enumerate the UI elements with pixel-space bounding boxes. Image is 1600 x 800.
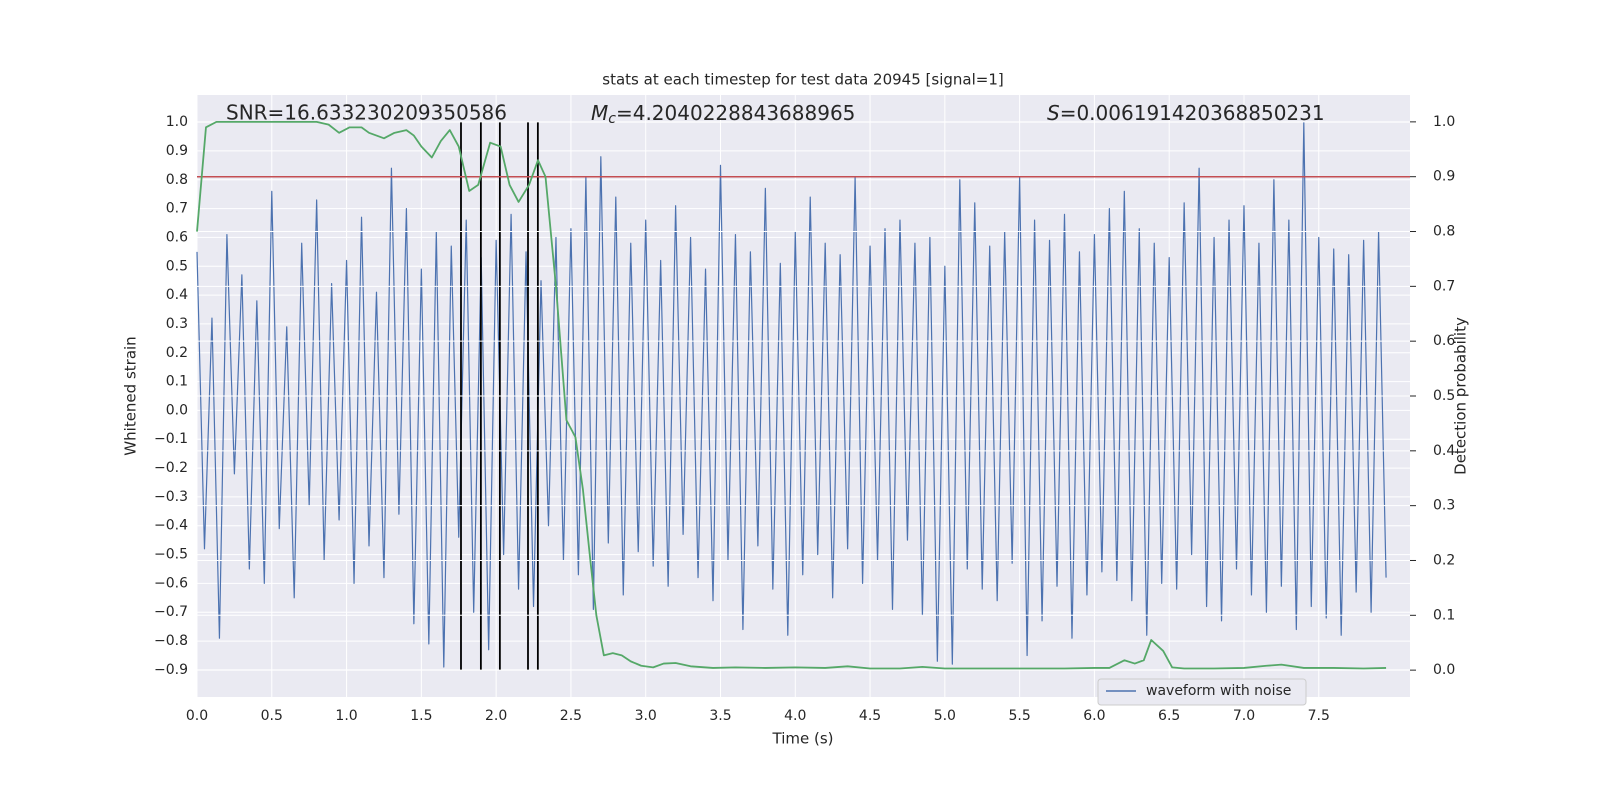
annotation-subscript: c bbox=[608, 111, 616, 127]
front-layer bbox=[196, 120, 1410, 671]
annotation: S=0.006191420368850231 bbox=[1047, 101, 1325, 125]
chart-title: stats at each timestep for test data 209… bbox=[602, 71, 1003, 89]
y-tick-label: 1.0 bbox=[166, 114, 188, 130]
y-tick-label: −0.8 bbox=[154, 633, 188, 649]
y2-tick-label: 1.0 bbox=[1433, 114, 1455, 130]
legend-label: waveform with noise bbox=[1146, 683, 1291, 699]
y-tick-label: 0.3 bbox=[166, 316, 188, 332]
x-tick-label: 1.0 bbox=[335, 708, 357, 724]
x-axis-label: Time (s) bbox=[772, 730, 834, 748]
y-tick-label: 0.1 bbox=[166, 374, 188, 390]
annotation-symbol: M bbox=[591, 101, 608, 125]
x-tick-label: 3.5 bbox=[709, 708, 731, 724]
y2-tick-label: 0.1 bbox=[1433, 607, 1455, 623]
x-tick-label: 2.5 bbox=[560, 708, 582, 724]
y-tick-label: −0.5 bbox=[154, 547, 188, 563]
y-tick-label: 0.9 bbox=[166, 143, 188, 159]
x-tick-label: 5.5 bbox=[1008, 708, 1030, 724]
y2-tick-label: 0.5 bbox=[1433, 388, 1455, 404]
y2-tick-label: 0.6 bbox=[1433, 333, 1455, 349]
y2-tick-label: 0.3 bbox=[1433, 498, 1455, 514]
y-axis-label: Whitened strain bbox=[122, 336, 140, 455]
y-tick-label: −0.3 bbox=[154, 489, 188, 505]
x-tick-label: 6.5 bbox=[1158, 708, 1180, 724]
y-tick-label: 0.6 bbox=[166, 229, 188, 245]
annotation: Mc=4.2040228843688965 bbox=[591, 101, 855, 128]
x-tick-label: 0.0 bbox=[186, 708, 208, 724]
x-tick-label: 7.0 bbox=[1233, 708, 1255, 724]
y-tick-label: −0.1 bbox=[154, 431, 188, 447]
y2-tick-label: 0.7 bbox=[1433, 278, 1455, 294]
x-tick-label: 4.0 bbox=[784, 708, 806, 724]
y-tick-label: −0.9 bbox=[154, 662, 188, 678]
x-tick-label: 6.0 bbox=[1083, 708, 1105, 724]
y-tick-label: 0.5 bbox=[166, 258, 188, 274]
x-tick-label: 4.5 bbox=[859, 708, 881, 724]
annotation: SNR=16.633230209350586 bbox=[226, 101, 507, 125]
annotation-text: =0.006191420368850231 bbox=[1060, 101, 1325, 125]
y-tick-label: 0.0 bbox=[166, 402, 188, 418]
x-tick-label: 7.5 bbox=[1308, 708, 1330, 724]
legend-box bbox=[1097, 678, 1307, 706]
y-tick-label: −0.2 bbox=[154, 460, 188, 476]
y2-tick-label: 0.4 bbox=[1433, 443, 1455, 459]
x-tick-label: 1.5 bbox=[410, 708, 432, 724]
legend: waveform with noise bbox=[1097, 678, 1307, 706]
annotation-symbol: S bbox=[1047, 101, 1060, 125]
x-tick-label: 2.0 bbox=[485, 708, 507, 724]
y2-tick-label: 0.9 bbox=[1433, 169, 1455, 185]
x-tick-label: 0.5 bbox=[261, 708, 283, 724]
y2-tick-label: 0.2 bbox=[1433, 552, 1455, 568]
x-tick-label: 5.0 bbox=[934, 708, 956, 724]
y2-tick-label: 0.8 bbox=[1433, 224, 1455, 240]
annotation-text: =4.2040228843688965 bbox=[616, 101, 855, 125]
y-tick-label: 0.4 bbox=[166, 287, 188, 303]
y-tick-label: 0.2 bbox=[166, 345, 188, 361]
y-tick-label: −0.7 bbox=[154, 604, 188, 620]
y-tick-label: 0.8 bbox=[166, 172, 188, 188]
y2-tick-label: 0.0 bbox=[1433, 662, 1455, 678]
y2-axis-label: Detection probability bbox=[1452, 317, 1470, 475]
y-tick-label: −0.6 bbox=[154, 575, 188, 591]
y-tick-label: −0.4 bbox=[154, 518, 188, 534]
probability-line bbox=[196, 120, 1387, 670]
y-tick-label: 0.7 bbox=[166, 201, 188, 217]
x-tick-label: 3.0 bbox=[635, 708, 657, 724]
